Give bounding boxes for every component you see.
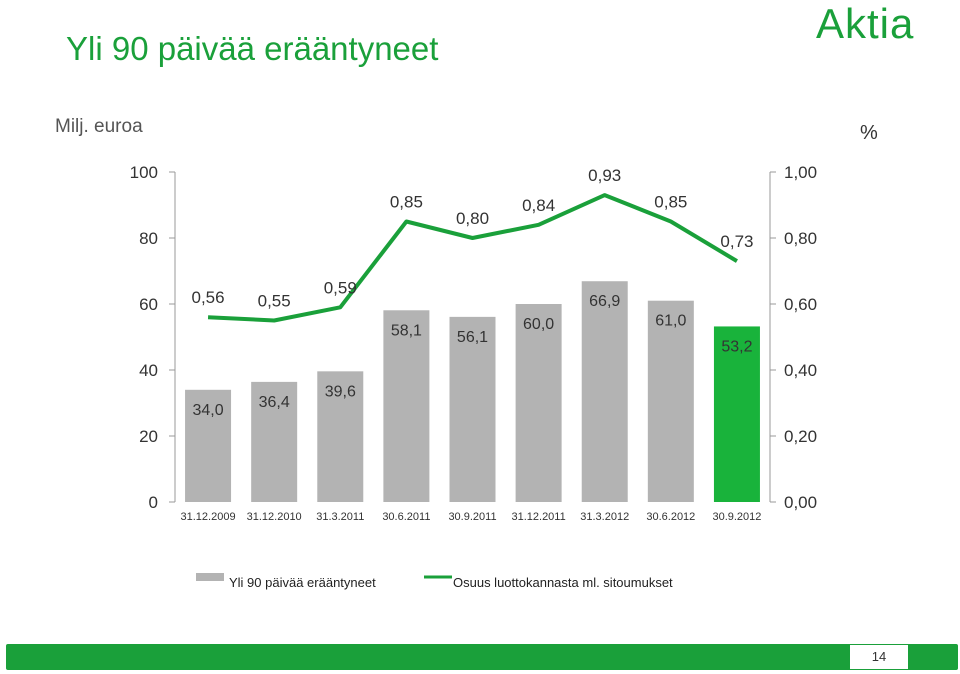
left-axis-unit: Milj. euroa [55, 116, 143, 137]
bar [515, 304, 562, 502]
bar-value-label: 53,2 [721, 338, 752, 355]
bar [185, 389, 232, 502]
bar [251, 381, 298, 502]
line-value-label: 0,80 [456, 209, 489, 228]
category-label: 31.12.2011 [511, 511, 565, 523]
category-label: 30.6.2012 [646, 511, 695, 523]
line-value-label: 0,73 [720, 232, 753, 251]
bar [713, 326, 760, 502]
right-tick-label: 1,00 [784, 163, 817, 182]
left-tick-label: 80 [139, 229, 158, 248]
left-tick-label: 100 [130, 163, 158, 182]
category-label: 31.3.2011 [316, 511, 364, 523]
line-value-label: 0,55 [258, 292, 291, 311]
page-title: Yli 90 päivää erääntyneet [66, 30, 439, 67]
bar-value-label: 58,1 [391, 322, 422, 339]
line-value-label: 0,59 [324, 278, 357, 297]
right-axis-unit: % [860, 122, 878, 144]
category-label: 30.6.2011 [382, 511, 430, 523]
line-value-label: 0,56 [192, 288, 225, 307]
left-tick-label: 60 [139, 295, 158, 314]
bar-value-label: 56,1 [457, 329, 488, 346]
line-value-label: 0,93 [588, 166, 621, 185]
bar-value-label: 61,0 [655, 313, 686, 330]
bar-value-label: 36,4 [259, 394, 290, 411]
bar [449, 316, 496, 502]
bar [581, 281, 628, 502]
bar [647, 300, 694, 502]
bar-value-label: 66,9 [589, 293, 620, 310]
category-label: 31.3.2012 [580, 511, 629, 523]
right-tick-label: 0,60 [784, 295, 817, 314]
right-tick-label: 0,20 [784, 427, 817, 446]
left-tick-label: 40 [139, 361, 158, 380]
left-tick-label: 0 [149, 493, 158, 512]
bar [383, 310, 430, 502]
category-label: 31.12.2010 [247, 511, 302, 523]
left-tick-label: 20 [139, 427, 158, 446]
bar-value-label: 34,0 [192, 402, 223, 419]
legend-line-label: Osuus luottokannasta ml. sitoumukset [453, 575, 673, 590]
line-value-label: 0,84 [522, 196, 555, 215]
combo-chart: 0 20 40 60 80 100 0,00 0,20 0,40 0,60 0,80 1,00 34,0… [130, 163, 817, 590]
category-label: 30.9.2011 [448, 511, 496, 523]
right-tick-label: 0,80 [784, 229, 817, 248]
aktia-logo: Aktia [816, 0, 915, 47]
bar-value-label: 39,6 [325, 383, 356, 400]
right-tick-label: 0,40 [784, 361, 817, 380]
line-value-label: 0,85 [390, 193, 423, 212]
bar-value-label: 60,0 [523, 316, 554, 333]
bar [317, 371, 364, 502]
legend-bar-swatch [196, 573, 224, 581]
footer-bar [6, 644, 958, 670]
page-number: 14 [850, 645, 908, 669]
line-value-label: 0,85 [654, 193, 687, 212]
right-tick-label: 0,00 [784, 493, 817, 512]
legend-bar-label: Yli 90 päivää erääntyneet [229, 575, 376, 590]
line-series [207, 193, 738, 323]
category-label: 31.12.2009 [181, 511, 236, 523]
category-label: 30.9.2012 [712, 511, 761, 523]
